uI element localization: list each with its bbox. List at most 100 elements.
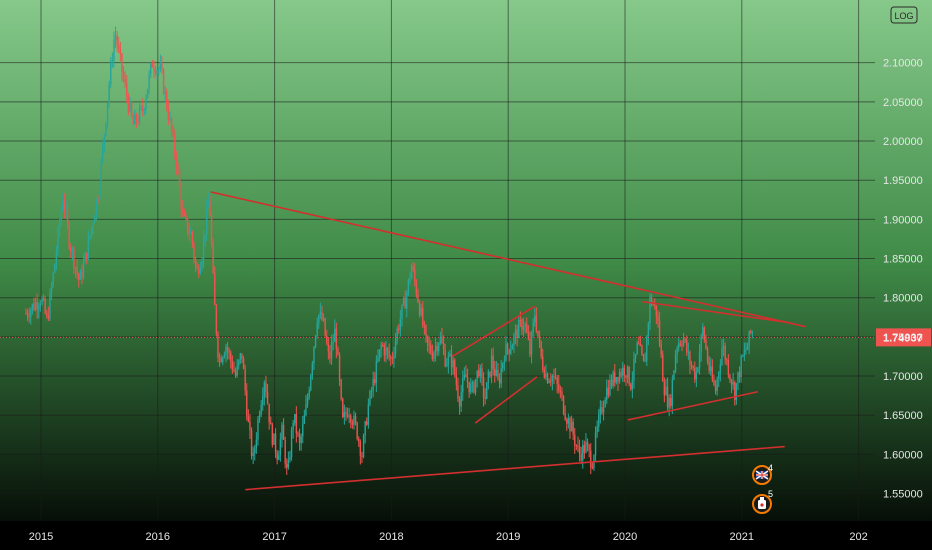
candle-body — [390, 356, 392, 359]
log-scale-button[interactable]: LOG — [890, 6, 918, 24]
candle-body — [335, 328, 338, 349]
candle-body — [554, 377, 557, 379]
candle-body — [746, 346, 749, 350]
candle-body — [150, 63, 152, 75]
trendline[interactable] — [627, 390, 758, 421]
candle-body — [266, 391, 269, 404]
y-tick-label: 2.10000 — [883, 58, 923, 70]
candle-body — [417, 294, 419, 302]
candle-body — [567, 418, 570, 424]
candle-body — [295, 414, 298, 434]
y-tick-label: 1.95000 — [883, 175, 923, 187]
log-button-frame[interactable] — [890, 6, 918, 24]
log-button-label[interactable]: LOG — [894, 11, 913, 21]
candle-body — [506, 343, 509, 350]
candle-body — [366, 421, 368, 425]
candle-body — [345, 412, 347, 415]
candle-body — [249, 421, 251, 431]
trendline[interactable] — [245, 445, 785, 491]
candle-body — [658, 321, 661, 344]
candle-body — [367, 404, 370, 425]
candle-body — [71, 249, 74, 252]
candle-body — [478, 370, 480, 377]
candle-body — [164, 91, 166, 94]
candle-body — [265, 382, 267, 392]
candle-body — [569, 418, 571, 432]
candle-body — [124, 78, 126, 84]
candle-body — [545, 373, 547, 378]
candle-body — [126, 83, 128, 97]
candle-body — [146, 89, 149, 99]
candle-body — [543, 369, 546, 378]
candle-body — [329, 351, 331, 359]
candle-body — [86, 252, 88, 260]
candle-body — [79, 271, 82, 280]
current-price-label: 1.74937 — [883, 332, 923, 344]
candle-body — [100, 160, 102, 190]
candle-body — [314, 335, 317, 347]
badge-count: 4 — [768, 463, 773, 473]
candle-body — [271, 424, 274, 445]
candle-body — [572, 421, 574, 435]
candle-body — [553, 375, 555, 378]
candle-body — [305, 404, 307, 416]
candle-body — [410, 266, 413, 279]
x-axis[interactable]: 2015 2016 2017 2018 2019 2020 2021 202 — [0, 521, 932, 550]
candle-body — [278, 455, 280, 460]
candle-body — [158, 68, 160, 70]
trendline[interactable] — [474, 376, 538, 424]
candle-body — [154, 70, 157, 74]
candle-body — [471, 382, 474, 385]
candle-body — [183, 212, 186, 216]
candle-body — [407, 279, 410, 294]
candle-body — [254, 448, 256, 454]
candle-body — [455, 375, 458, 385]
candle-body — [492, 355, 494, 369]
candle-body — [430, 345, 432, 353]
candle-body — [695, 372, 698, 380]
candle-body — [156, 69, 158, 74]
candle-body — [306, 397, 309, 405]
candle-body — [449, 353, 451, 357]
candle-body — [462, 378, 464, 393]
candle-body — [210, 215, 213, 245]
candle-body — [649, 297, 651, 324]
candle-body — [122, 72, 125, 79]
candle-body — [286, 463, 288, 468]
candle-body — [562, 396, 565, 414]
candle-body — [217, 333, 219, 358]
candle-body — [52, 272, 54, 286]
candle-body — [497, 369, 499, 379]
candle-body — [191, 232, 194, 244]
candle-body — [529, 339, 531, 355]
y-tick-label: 1.55000 — [883, 489, 923, 501]
candle-body — [666, 386, 669, 408]
candle-body — [612, 372, 614, 386]
y-tick-label: 1.65000 — [883, 410, 923, 422]
candle-body — [95, 199, 98, 217]
candle-body — [82, 262, 85, 278]
trendline[interactable] — [642, 300, 791, 324]
candle-body — [31, 304, 34, 310]
candle-body — [358, 438, 360, 442]
candle-body — [188, 232, 190, 234]
candle-body — [546, 373, 549, 383]
candle-body — [556, 377, 558, 384]
candle-body — [716, 378, 718, 392]
trendline[interactable] — [210, 191, 806, 328]
candle-body — [671, 379, 674, 406]
candle-body — [494, 368, 496, 376]
candle-body — [350, 415, 352, 423]
candle-body — [42, 298, 45, 300]
candle-body — [90, 227, 93, 236]
event-badge-uk[interactable]: 4 — [752, 463, 773, 485]
event-badge-2[interactable]: 5 — [752, 489, 773, 514]
y-tick-label: 2.00000 — [883, 136, 923, 148]
y-axis[interactable]: 1.55000 1.60000 1.65000 1.70000 1.75000 1.800… — [883, 58, 923, 501]
trendline[interactable] — [451, 305, 536, 358]
candle-body — [310, 375, 312, 390]
candle-body — [684, 338, 686, 340]
candle-body — [502, 363, 504, 369]
candle-body — [458, 398, 461, 407]
